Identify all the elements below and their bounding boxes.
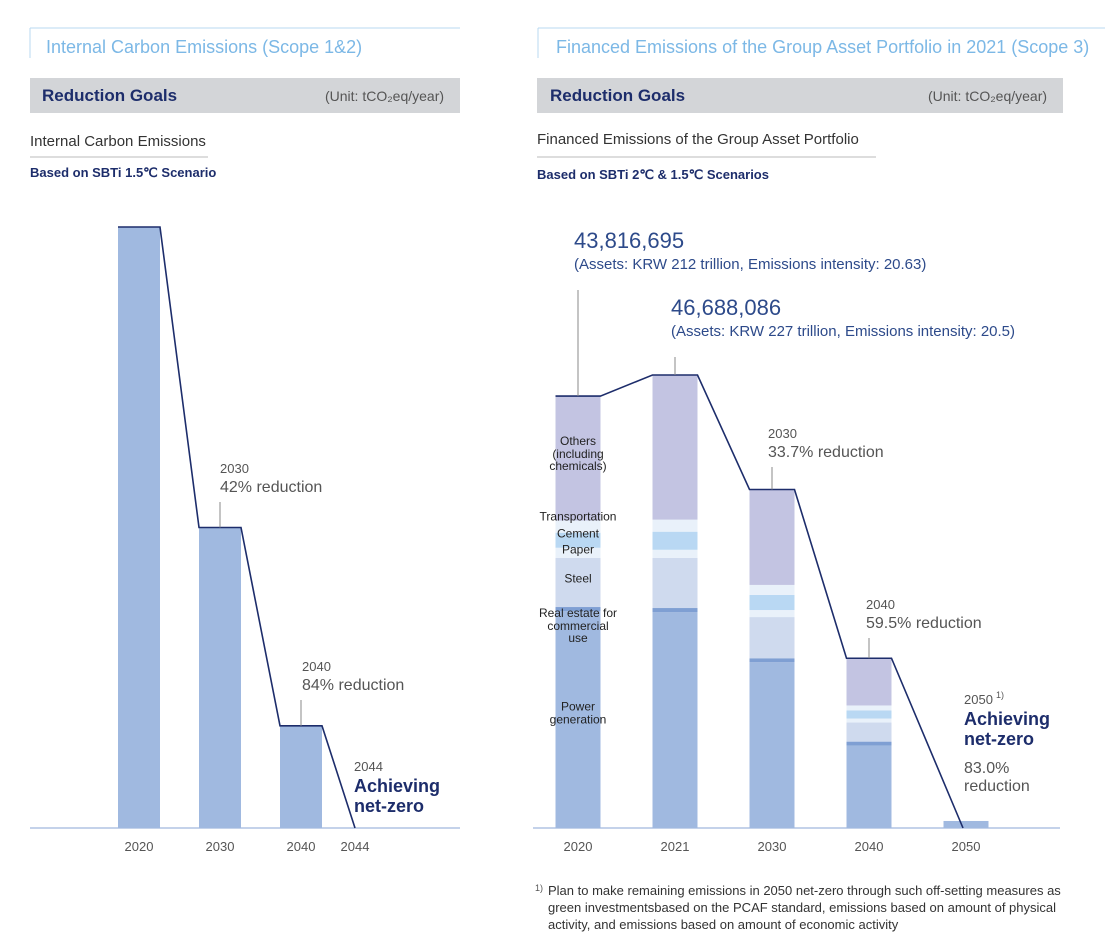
subtitle: Financed Emissions of the Group Asset Po…: [537, 131, 859, 148]
x-tick-label: 2040: [286, 839, 316, 854]
subtitle: Internal Carbon Emissions: [30, 133, 206, 150]
unit: (Unit: tCO₂eq/year): [325, 88, 445, 104]
bar-segment: [652, 549, 698, 558]
bar: [280, 725, 322, 828]
annotation-text: 33.7% reduction: [768, 444, 884, 461]
total-label: 46,688,086: [671, 295, 782, 320]
bar-segment: [846, 710, 892, 719]
bar-segment: [749, 617, 795, 659]
bar-segment: [555, 396, 601, 521]
annotation-year: 2044: [354, 759, 383, 774]
x-tick-label: 2040: [854, 839, 884, 854]
annotation-text: 42% reduction: [220, 479, 323, 496]
annotation-headline: Achieving net-zero: [964, 709, 1051, 749]
annotation-headline: Achieving net-zero: [354, 776, 441, 816]
bar-segment: [749, 610, 795, 618]
unit: (Unit: tCO₂eq/year): [928, 88, 1048, 104]
footnote-marker: 1): [535, 883, 544, 893]
x-tick-label: 2050: [951, 839, 981, 854]
segment-label: Paper: [561, 542, 595, 557]
bar-segment: [749, 594, 795, 611]
x-tick-label: 2020: [563, 839, 593, 854]
bar: [118, 227, 160, 828]
bar-segment: [846, 722, 892, 742]
annotation-year: 2050: [964, 692, 993, 707]
bar-segment: [846, 745, 892, 828]
bar-segment: [652, 519, 698, 532]
header-band: [537, 78, 1063, 113]
footnote: Plan to make remaining emissions in 2050…: [548, 883, 1061, 932]
annotation-year: 2040: [302, 659, 331, 674]
x-tick-label: 2030: [757, 839, 787, 854]
header-band: [30, 78, 460, 113]
bar-segment: [749, 658, 795, 663]
header: Reduction Goals: [42, 86, 178, 105]
x-tick-label: 2030: [205, 839, 235, 854]
bar-segment: [749, 662, 795, 828]
total-note: (Assets: KRW 212 trillion, Emissions int…: [574, 256, 927, 273]
segment-label: Others (including chemicals): [549, 434, 607, 474]
scenario: Based on SBTi 1.5℃ Scenario: [30, 165, 217, 180]
bar: [199, 527, 241, 828]
segment-label: Cement: [556, 526, 600, 541]
bar-segment: [846, 741, 892, 746]
bar-segment: [652, 612, 698, 828]
segment-label: Real estate for commercial use: [538, 606, 618, 646]
bar-segment: [555, 607, 601, 612]
annotation-year: 2030: [768, 426, 797, 441]
segment-label: Transportation: [539, 509, 617, 524]
bar-segment: [555, 532, 601, 548]
bar-segment: [846, 705, 892, 711]
trend-line: [118, 226, 356, 829]
x-tick-label: 2020: [124, 839, 154, 854]
segment-label: Power generation: [549, 699, 607, 726]
header: Reduction Goals: [550, 86, 686, 105]
bar-segment: [943, 820, 989, 828]
total-label: 43,816,695: [574, 228, 685, 253]
bar-segment: [555, 611, 601, 828]
annotation-marker: 1): [996, 690, 1005, 700]
bar-segment: [652, 608, 698, 613]
bar-segment: [555, 557, 601, 608]
x-tick-label: 2021: [660, 839, 690, 854]
trend-line: [555, 374, 964, 829]
annotation-text: 59.5% reduction: [866, 615, 982, 632]
bar-segment: [652, 531, 698, 550]
segment-label: Steel: [564, 571, 592, 586]
bar-segment: [846, 658, 892, 706]
chart-title: Internal Carbon Emissions (Scope 1&2): [46, 37, 363, 57]
chart-title: Financed Emissions of the Group Asset Po…: [556, 37, 1090, 57]
annotation-text: 84% reduction: [302, 677, 405, 694]
annotation-year: 2040: [866, 597, 895, 612]
bar-segment: [555, 547, 601, 558]
total-note: (Assets: KRW 227 trillion, Emissions int…: [671, 323, 1016, 340]
bar-segment: [846, 718, 892, 723]
annotation-year: 2030: [220, 461, 249, 476]
bar-segment: [749, 584, 795, 595]
bar-segment: [555, 520, 601, 533]
bar-segment: [652, 375, 698, 520]
annotation-text: 83.0% reduction: [964, 760, 1030, 796]
bar-segment: [749, 489, 795, 585]
bar-segment: [652, 557, 698, 609]
scenario: Based on SBTi 2℃ & 1.5℃ Scenarios: [537, 167, 769, 182]
x-tick-label: 2044: [340, 839, 370, 854]
